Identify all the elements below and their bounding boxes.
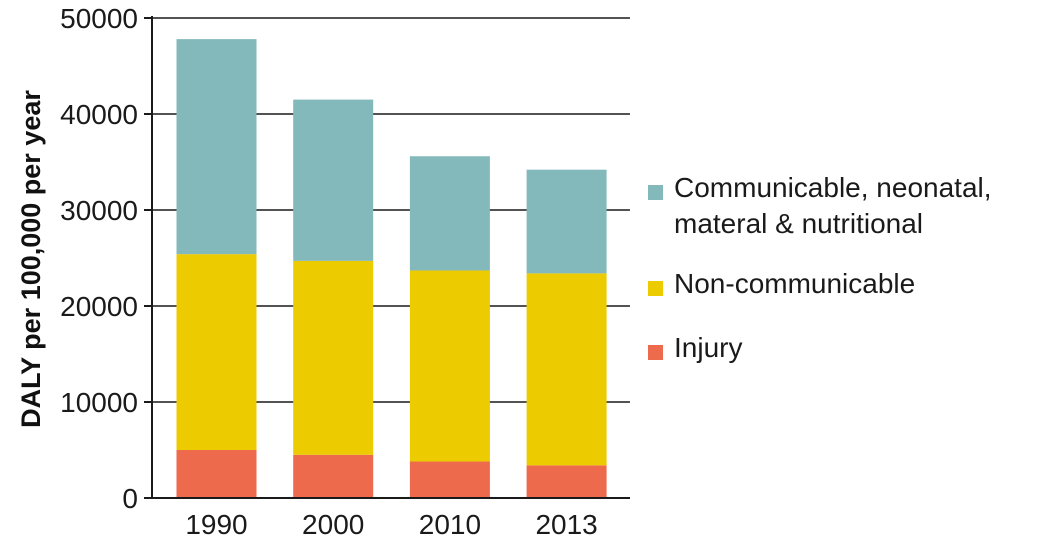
y-tick-label: 40000 xyxy=(60,99,138,130)
bar-segment xyxy=(176,39,257,255)
bar-segment xyxy=(293,99,374,261)
y-tick-label: 10000 xyxy=(60,387,138,418)
bar-segment xyxy=(176,450,257,498)
x-tick-label: 2010 xyxy=(419,509,481,540)
axes xyxy=(144,16,630,499)
legend-swatch-injury xyxy=(648,345,663,360)
y-tick-label: 50000 xyxy=(60,3,138,34)
legend-item-communicable: Communicable, neonatal, materal & nutrit… xyxy=(648,170,1048,242)
legend-label-communicable-line1: Communicable, neonatal, xyxy=(674,172,992,203)
legend-swatch-communicable xyxy=(648,185,663,200)
bars xyxy=(176,39,607,498)
bar-segment xyxy=(409,270,490,462)
bar-segment xyxy=(526,273,607,466)
y-axis-label: DALY per 100,000 per year xyxy=(16,90,46,428)
y-tick-label: 30000 xyxy=(60,195,138,226)
legend-item-injury: Injury xyxy=(648,330,1048,366)
bar-segment xyxy=(293,454,374,498)
y-tick-label: 0 xyxy=(122,483,138,514)
x-tick-labels: 1990 2000 2010 2013 xyxy=(185,509,597,540)
bar-segment xyxy=(409,461,490,498)
legend: Communicable, neonatal, materal & nutrit… xyxy=(648,170,1048,390)
legend-label-communicable-line2: materal & nutritional xyxy=(674,208,924,239)
legend-item-non-communicable: Non-communicable xyxy=(648,266,1048,302)
bar-segment xyxy=(176,254,257,450)
bar-segment xyxy=(293,260,374,455)
x-tick-label: 1990 xyxy=(185,509,247,540)
x-tick-label: 2013 xyxy=(535,509,597,540)
bar-segment xyxy=(409,156,490,271)
legend-label-injury: Injury xyxy=(674,332,743,363)
y-tick-label: 20000 xyxy=(60,291,138,322)
legend-label-non-communicable: Non-communicable xyxy=(674,268,916,299)
x-tick-label: 2000 xyxy=(302,509,364,540)
y-tick-labels: 0 10000 20000 30000 40000 50000 xyxy=(60,3,138,514)
bar-segment xyxy=(526,465,607,498)
legend-swatch-non-communicable xyxy=(648,281,663,296)
bar-segment xyxy=(526,169,607,274)
